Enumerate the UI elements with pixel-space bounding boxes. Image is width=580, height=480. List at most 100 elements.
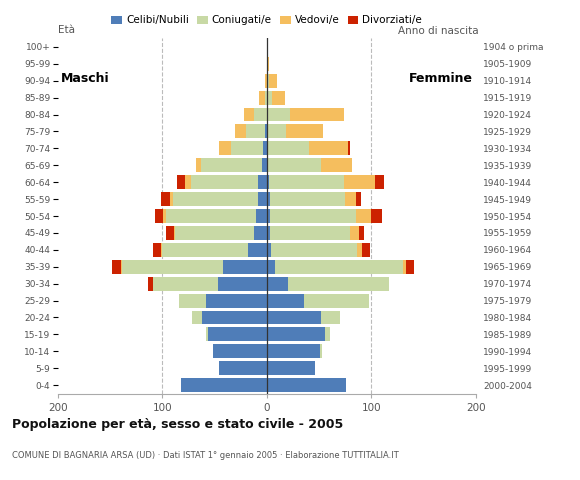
Bar [356,192,361,206]
Bar [121,260,122,274]
Text: Maschi: Maschi [61,72,110,85]
Bar [290,108,344,121]
Bar [267,124,285,138]
Bar [264,124,267,138]
Bar [181,378,267,392]
Bar [267,277,288,290]
Bar [196,158,201,172]
Bar [272,91,285,105]
Bar [173,192,259,206]
Bar [270,192,345,206]
Bar [201,158,262,172]
Bar [186,175,191,189]
Bar [321,158,353,172]
Bar [325,327,331,341]
Bar [270,226,350,240]
Bar [148,277,153,290]
Bar [212,344,267,358]
Bar [405,260,414,274]
Bar [288,277,389,290]
Bar [262,158,267,172]
Bar [267,327,325,341]
Bar [267,378,346,392]
Bar [223,260,267,274]
Legend: Celibi/Nubili, Coniugati/e, Vedovi/e, Divorziati/e: Celibi/Nubili, Coniugati/e, Vedovi/e, Di… [107,12,426,30]
Bar [179,294,206,308]
Bar [348,142,350,155]
Bar [206,294,267,308]
Bar [246,124,264,138]
Bar [275,260,403,274]
Bar [269,74,277,88]
Bar [254,226,267,240]
Bar [267,344,320,358]
Bar [191,175,259,189]
Text: Femmine: Femmine [408,72,473,85]
Bar [165,226,174,240]
Bar [174,226,175,240]
Bar [345,192,356,206]
Bar [269,175,344,189]
Bar [358,226,364,240]
Bar [267,209,270,223]
Bar [356,209,371,223]
Bar [350,226,358,240]
Bar [267,91,272,105]
Bar [202,311,267,324]
Bar [271,243,357,257]
Bar [162,243,248,257]
Bar [357,243,362,257]
Bar [231,142,263,155]
Bar [263,142,267,155]
Bar [259,192,267,206]
Bar [259,175,267,189]
Bar [175,226,254,240]
Bar [267,108,290,121]
Bar [164,209,165,223]
Text: COMUNE DI BAGNARIA ARSA (UD) · Dati ISTAT 1° gennaio 2005 · Elaborazione TUTTITA: COMUNE DI BAGNARIA ARSA (UD) · Dati ISTA… [12,451,398,460]
Bar [270,209,356,223]
Bar [153,243,161,257]
Bar [113,260,121,274]
Bar [267,158,321,172]
Bar [206,327,208,341]
Bar [267,142,309,155]
Bar [267,311,321,324]
Bar [264,91,267,105]
Text: Età: Età [58,25,75,35]
Bar [264,74,267,88]
Bar [320,344,322,358]
Bar [170,192,173,206]
Bar [344,175,375,189]
Bar [267,57,269,71]
Bar [161,243,162,257]
Bar [403,260,405,274]
Bar [259,91,264,105]
Bar [155,209,164,223]
Bar [285,124,323,138]
Bar [218,277,267,290]
Bar [244,108,254,121]
Bar [219,361,267,375]
Text: Anno di nascita: Anno di nascita [398,26,478,36]
Bar [267,361,315,375]
Bar [267,243,271,257]
Bar [267,294,304,308]
Bar [267,226,270,240]
Bar [321,311,340,324]
Bar [371,209,382,223]
Bar [309,142,348,155]
Bar [165,209,256,223]
Bar [362,243,370,257]
Bar [267,260,275,274]
Bar [267,175,269,189]
Bar [304,294,369,308]
Bar [219,142,231,155]
Bar [161,192,170,206]
Bar [267,74,269,88]
Bar [122,260,223,274]
Bar [254,108,267,121]
Bar [375,175,384,189]
Bar [267,192,270,206]
Bar [256,209,267,223]
